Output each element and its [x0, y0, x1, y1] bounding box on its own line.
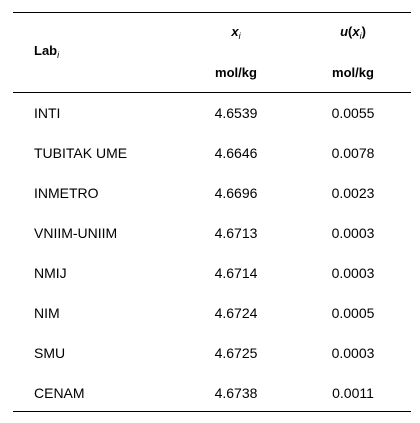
u-subscript: i — [359, 31, 362, 41]
u-close: ) — [361, 24, 366, 39]
lab-name: NMIJ — [34, 265, 67, 281]
u-open: ( — [348, 24, 353, 39]
lab-name: INMETRO — [34, 185, 99, 201]
x-value: 4.6714 — [214, 265, 258, 281]
x-value: 4.6725 — [214, 345, 258, 361]
lab-name: TUBITAK UME — [34, 145, 128, 161]
header-rule — [13, 92, 411, 93]
top-rule — [13, 12, 411, 13]
u-arg: x — [352, 24, 360, 39]
x-value: 4.6724 — [214, 305, 258, 321]
x-value: 4.6539 — [214, 105, 258, 121]
lab-name: INTI — [34, 105, 61, 121]
x-value: 4.6738 — [214, 385, 258, 401]
u-value: 0.0011 — [332, 385, 374, 401]
unit: mol/kg — [215, 65, 257, 80]
unit: mol/kg — [332, 65, 374, 80]
lab-name: CENAM — [34, 385, 85, 401]
u-value: 0.0003 — [331, 225, 375, 241]
lab-name: VNIIM-UNIIM — [34, 225, 118, 241]
x-header: xi — [231, 23, 240, 45]
lab-label: Lab — [34, 43, 58, 58]
bottom-rule — [13, 411, 411, 412]
x-value: 4.6696 — [214, 185, 258, 201]
lab-name: NIM — [34, 305, 60, 321]
u-value: 0.0023 — [331, 185, 375, 201]
u-value: 0.0003 — [331, 345, 375, 361]
lab-header: Labi — [34, 42, 59, 64]
u-value: 0.0005 — [331, 305, 375, 321]
x-value: 4.6646 — [214, 145, 258, 161]
u-symbol: u — [340, 24, 349, 39]
lab-subscript: i — [57, 50, 60, 60]
u-value: 0.0078 — [331, 145, 375, 161]
x-value: 4.6713 — [214, 225, 258, 241]
x-subscript: i — [238, 31, 241, 41]
u-header: u(xi) — [340, 23, 366, 45]
lab-name: SMU — [34, 345, 66, 361]
x-symbol: x — [231, 24, 239, 39]
u-value: 0.0003 — [331, 265, 375, 281]
u-value: 0.0055 — [331, 105, 375, 121]
